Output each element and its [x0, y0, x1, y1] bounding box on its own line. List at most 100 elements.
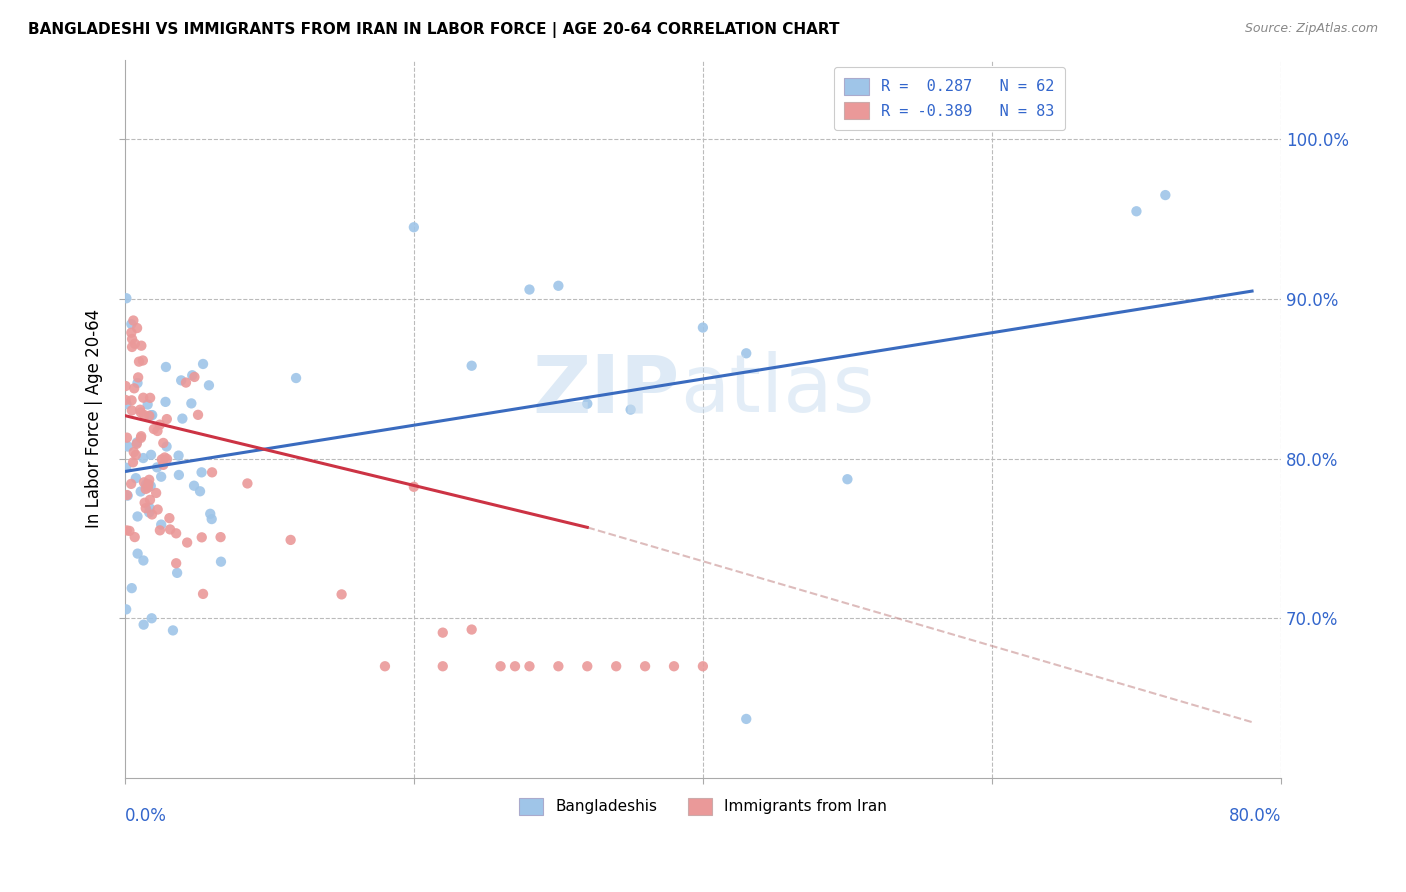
Text: ZIP: ZIP: [533, 351, 679, 429]
Point: [166, 566, 188, 580]
Point: [125, 321, 148, 335]
Point: [165, 556, 187, 570]
Point: [201, 466, 224, 480]
Point: [180, 396, 202, 410]
Point: [152, 458, 174, 472]
Point: [134, 496, 156, 510]
Point: [209, 530, 232, 544]
Point: [153, 450, 176, 465]
Point: [129, 431, 152, 445]
Point: [167, 467, 190, 482]
Point: [432, 625, 454, 640]
Point: [172, 411, 194, 425]
Point: [159, 523, 181, 537]
Point: [120, 476, 142, 491]
Point: [127, 376, 149, 390]
Point: [142, 422, 165, 436]
Point: [135, 501, 157, 516]
Point: [139, 479, 162, 493]
Text: 80.0%: 80.0%: [1229, 806, 1281, 825]
Point: [187, 408, 209, 422]
Point: [181, 368, 204, 383]
Text: BANGLADESHI VS IMMIGRANTS FROM IRAN IN LABOR FORCE | AGE 20-64 CORRELATION CHART: BANGLADESHI VS IMMIGRANTS FROM IRAN IN L…: [28, 22, 839, 38]
Point: [132, 553, 155, 567]
Point: [121, 332, 143, 346]
Point: [837, 472, 859, 486]
Point: [121, 393, 143, 408]
Point: [209, 555, 232, 569]
Point: [115, 602, 138, 616]
Point: [125, 448, 148, 462]
Point: [139, 448, 162, 462]
Point: [1125, 204, 1147, 219]
Point: [141, 611, 163, 625]
Point: [692, 320, 714, 334]
Point: [128, 354, 150, 368]
Point: [135, 482, 157, 496]
Point: [146, 424, 169, 438]
Point: [174, 376, 197, 390]
Point: [170, 373, 193, 387]
Point: [155, 395, 177, 409]
Point: [139, 391, 162, 405]
Point: [115, 431, 138, 445]
Point: [156, 452, 179, 467]
Point: [620, 402, 643, 417]
Point: [547, 278, 569, 293]
Point: [176, 535, 198, 549]
Point: [145, 486, 167, 500]
Point: [149, 524, 172, 538]
Point: [139, 492, 162, 507]
Point: [132, 353, 155, 368]
Point: [150, 452, 173, 467]
Point: [115, 524, 138, 538]
Point: [330, 587, 353, 601]
Point: [576, 397, 599, 411]
Point: [125, 471, 148, 485]
Point: [150, 517, 173, 532]
Point: [155, 359, 177, 374]
Point: [165, 526, 187, 541]
Point: [125, 437, 148, 451]
Point: [129, 405, 152, 419]
Point: [157, 511, 180, 525]
Point: [503, 659, 526, 673]
Point: [120, 317, 142, 331]
Point: [129, 429, 152, 443]
Legend: Bangladeshis, Immigrants from Iran: Bangladeshis, Immigrants from Iran: [512, 792, 893, 821]
Point: [149, 417, 172, 432]
Point: [132, 451, 155, 466]
Point: [692, 659, 714, 673]
Point: [141, 508, 163, 522]
Point: [138, 409, 160, 423]
Point: [115, 488, 138, 502]
Point: [183, 479, 205, 493]
Point: [129, 402, 152, 417]
Point: [141, 408, 163, 422]
Point: [146, 502, 169, 516]
Text: Source: ZipAtlas.com: Source: ZipAtlas.com: [1244, 22, 1378, 36]
Point: [152, 436, 174, 450]
Point: [129, 484, 152, 499]
Point: [402, 480, 425, 494]
Point: [432, 659, 454, 673]
Point: [135, 477, 157, 491]
Point: [122, 381, 145, 395]
Point: [132, 475, 155, 490]
Point: [127, 370, 149, 384]
Point: [980, 116, 1002, 130]
Point: [188, 484, 211, 499]
Point: [136, 397, 159, 411]
Point: [136, 481, 159, 495]
Point: [121, 403, 143, 417]
Point: [121, 340, 143, 354]
Point: [118, 524, 141, 538]
Point: [132, 391, 155, 405]
Point: [146, 460, 169, 475]
Point: [167, 449, 190, 463]
Point: [115, 397, 138, 411]
Point: [489, 659, 512, 673]
Text: atlas: atlas: [679, 351, 875, 429]
Point: [662, 659, 685, 673]
Point: [121, 581, 143, 595]
